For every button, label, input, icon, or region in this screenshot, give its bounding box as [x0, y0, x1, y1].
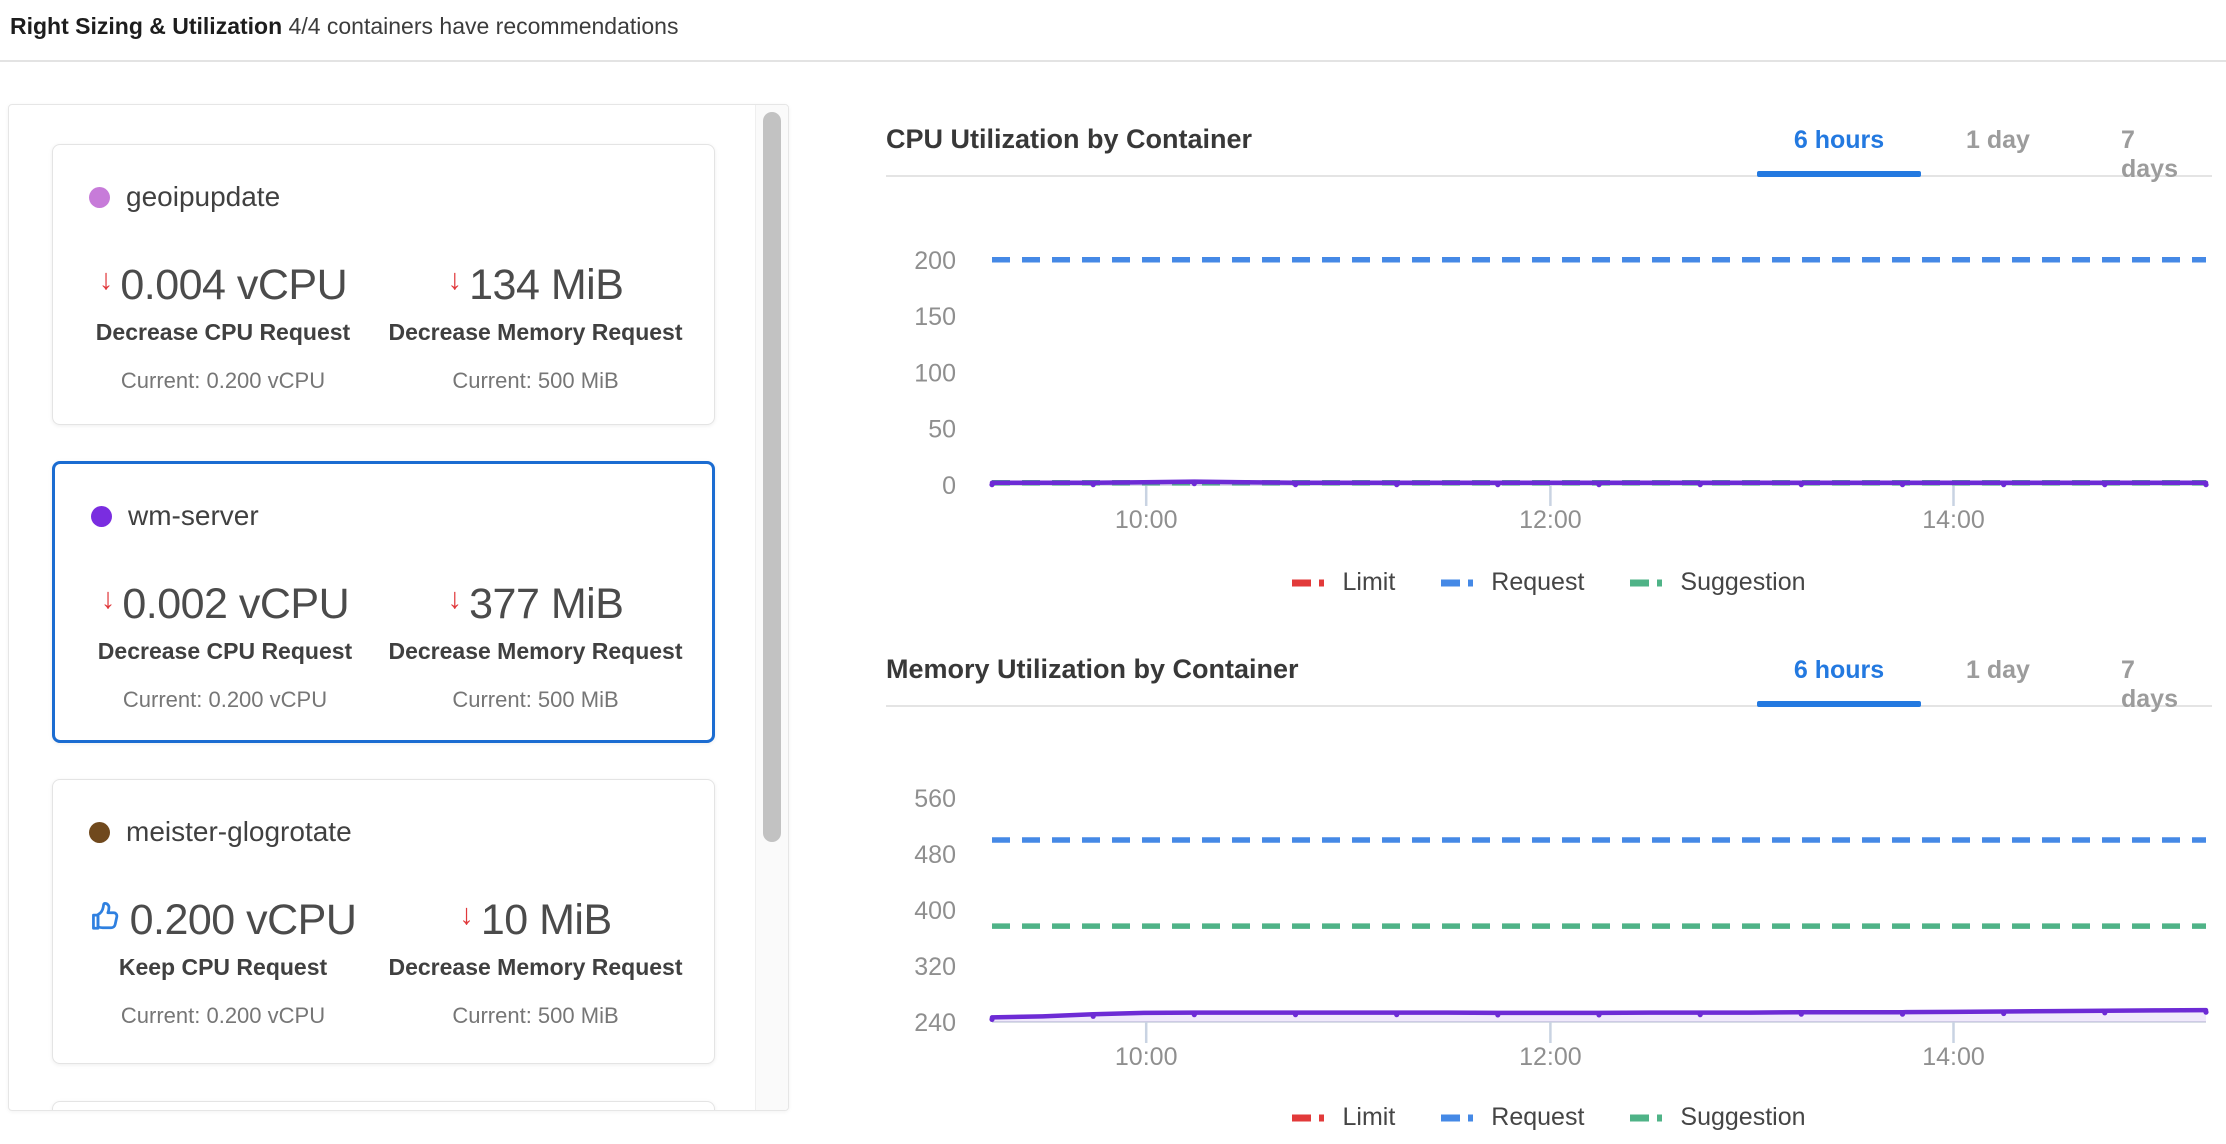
legend-item-limit[interactable]: Limit — [1292, 1103, 1395, 1132]
decrease-arrow-icon: ↓ — [447, 264, 463, 296]
svg-text:14:00: 14:00 — [1922, 506, 1985, 534]
legend-swatch-icon — [1630, 579, 1669, 586]
cpu-current-label: Current: 0.200 vCPU — [122, 687, 328, 712]
mem-current-label: Current: 500 MiB — [452, 368, 619, 393]
legend-item-suggestion[interactable]: Suggestion — [1630, 1103, 1806, 1132]
chart-header-divider — [886, 705, 2212, 707]
container-card-wm-server[interactable]: wm-server ↓ 0.002 vCPU Decrease CPU Request… — [52, 461, 715, 743]
cpu-current-label: Current: 0.200 vCPU — [120, 368, 326, 393]
legend-item-request[interactable]: Request — [1441, 568, 1584, 597]
mem-recommendation-value: 10 MiB — [480, 896, 612, 944]
svg-text:50: 50 — [928, 416, 956, 444]
cpu-recommendation-value: 0.004 vCPU — [120, 261, 348, 309]
svg-text:0: 0 — [942, 472, 956, 500]
cpu-action-label: Decrease CPU Request — [97, 638, 353, 664]
time-range-tab-7-days[interactable]: 7 days — [2121, 126, 2178, 183]
time-range-tab-6-hours[interactable]: 6 hours — [1793, 656, 1885, 684]
svg-text:480: 480 — [914, 841, 956, 869]
container-color-dot — [91, 505, 112, 527]
legend-label: Request — [1491, 568, 1585, 596]
memory-plot: 10:00 12:00 14:00 560 480 400 320 240 — [914, 785, 2209, 1071]
cpu-action-label: Decrease CPU Request — [95, 319, 351, 345]
legend-item-limit[interactable]: Limit — [1292, 568, 1395, 597]
time-range-tab-1-day[interactable]: 1 day — [1966, 126, 2030, 154]
decrease-arrow-icon: ↓ — [98, 264, 114, 296]
legend-swatch-icon — [1441, 1114, 1480, 1121]
container-card-geoipupdate[interactable]: geoipupdate ↓ 0.004 vCPU Decrease CPU Reque… — [52, 144, 715, 425]
time-range-tab-6-hours[interactable]: 6 hours — [1793, 126, 1885, 154]
container-cards-viewport: geoipupdate ↓ 0.004 vCPU Decrease CPU Reque… — [9, 105, 757, 1110]
thumbs-up-icon — [90, 900, 123, 933]
scrollbar-thumb[interactable] — [763, 112, 781, 842]
legend-item-request[interactable]: Request — [1441, 1103, 1584, 1132]
mem-action-label: Decrease Memory Request — [388, 638, 683, 664]
mem-recommendation-value: 377 MiB — [469, 580, 624, 628]
cpu-chart-section: CPU Utilization by Container 6 hours 1 day… — [886, 118, 2226, 640]
time-range-tab-7-days[interactable]: 7 days — [2121, 656, 2178, 713]
mem-action-label: Decrease Memory Request — [388, 954, 683, 980]
header-divider — [0, 60, 2226, 62]
active-tab-underline — [1757, 701, 1921, 707]
container-card-meister-glogrotate[interactable]: meister-glogrotate 0.200 vCPU Keep CPU Req… — [52, 779, 715, 1064]
mem-current-label: Current: 500 MiB — [452, 1003, 619, 1028]
time-range-tab-1-day[interactable]: 1 day — [1966, 656, 2030, 684]
svg-text:200: 200 — [914, 247, 956, 275]
legend-swatch-icon — [1630, 1114, 1669, 1121]
container-card-partial[interactable] — [52, 1101, 715, 1110]
container-list-panel: geoipupdate ↓ 0.004 vCPU Decrease CPU Reque… — [8, 104, 789, 1111]
legend-item-suggestion[interactable]: Suggestion — [1630, 568, 1806, 597]
container-name: meister-glogrotate — [126, 816, 352, 847]
container-color-dot — [89, 821, 110, 843]
svg-text:12:00: 12:00 — [1519, 1043, 1582, 1071]
decrease-arrow-icon: ↓ — [100, 583, 116, 615]
page-title: Right Sizing & Utilization 4/4 container… — [10, 13, 678, 40]
svg-text:400: 400 — [914, 897, 956, 925]
legend-label: Limit — [1342, 1103, 1396, 1131]
page-title-bold: Right Sizing & Utilization — [10, 13, 283, 39]
cpu-current-label: Current: 0.200 vCPU — [120, 1003, 326, 1028]
svg-text:320: 320 — [914, 953, 956, 981]
mem-recommendation-value: 134 MiB — [469, 261, 624, 309]
memory-chart-section: Memory Utilization by Container 6 hours 1 … — [886, 648, 2226, 1144]
cpu-action-label: Keep CPU Request — [118, 954, 328, 980]
cpu-recommendation-value: 0.002 vCPU — [122, 580, 350, 628]
svg-text:100: 100 — [914, 359, 956, 387]
cpu-plot: 10:00 12:00 14:00 200 150 100 50 0 — [914, 247, 2209, 534]
cpu-legend: Limit Request Suggestion — [886, 568, 2212, 597]
container-color-dot — [89, 186, 110, 208]
svg-text:10:00: 10:00 — [1115, 506, 1178, 534]
legend-label: Suggestion — [1680, 1103, 1806, 1131]
svg-text:150: 150 — [914, 303, 956, 331]
cpu-chart-title: CPU Utilization by Container — [886, 124, 1253, 154]
legend-swatch-icon — [1441, 579, 1480, 586]
memory-chart-title: Memory Utilization by Container — [886, 654, 1299, 684]
decrease-arrow-icon: ↓ — [459, 899, 474, 931]
scrollbar-track[interactable] — [755, 105, 788, 1110]
container-name: geoipupdate — [126, 181, 281, 212]
svg-text:560: 560 — [914, 785, 956, 813]
legend-label: Request — [1491, 1103, 1585, 1131]
svg-text:12:00: 12:00 — [1519, 506, 1582, 534]
page-subtitle: 4/4 containers have recommendations — [288, 13, 679, 39]
svg-text:14:00: 14:00 — [1922, 1043, 1985, 1071]
chart-header-divider — [886, 175, 2212, 177]
decrease-arrow-icon: ↓ — [447, 583, 463, 615]
legend-label: Suggestion — [1680, 568, 1806, 596]
container-name: wm-server — [128, 500, 259, 531]
svg-text:10:00: 10:00 — [1115, 1043, 1178, 1071]
svg-text:240: 240 — [914, 1009, 956, 1037]
mem-action-label: Decrease Memory Request — [388, 319, 683, 345]
memory-legend: Limit Request Suggestion — [886, 1103, 2212, 1132]
legend-label: Limit — [1342, 568, 1396, 596]
mem-current-label: Current: 500 MiB — [452, 687, 619, 712]
legend-swatch-icon — [1292, 579, 1331, 586]
legend-swatch-icon — [1292, 1114, 1331, 1121]
active-tab-underline — [1757, 171, 1921, 177]
cpu-recommendation-value: 0.200 vCPU — [129, 896, 357, 944]
